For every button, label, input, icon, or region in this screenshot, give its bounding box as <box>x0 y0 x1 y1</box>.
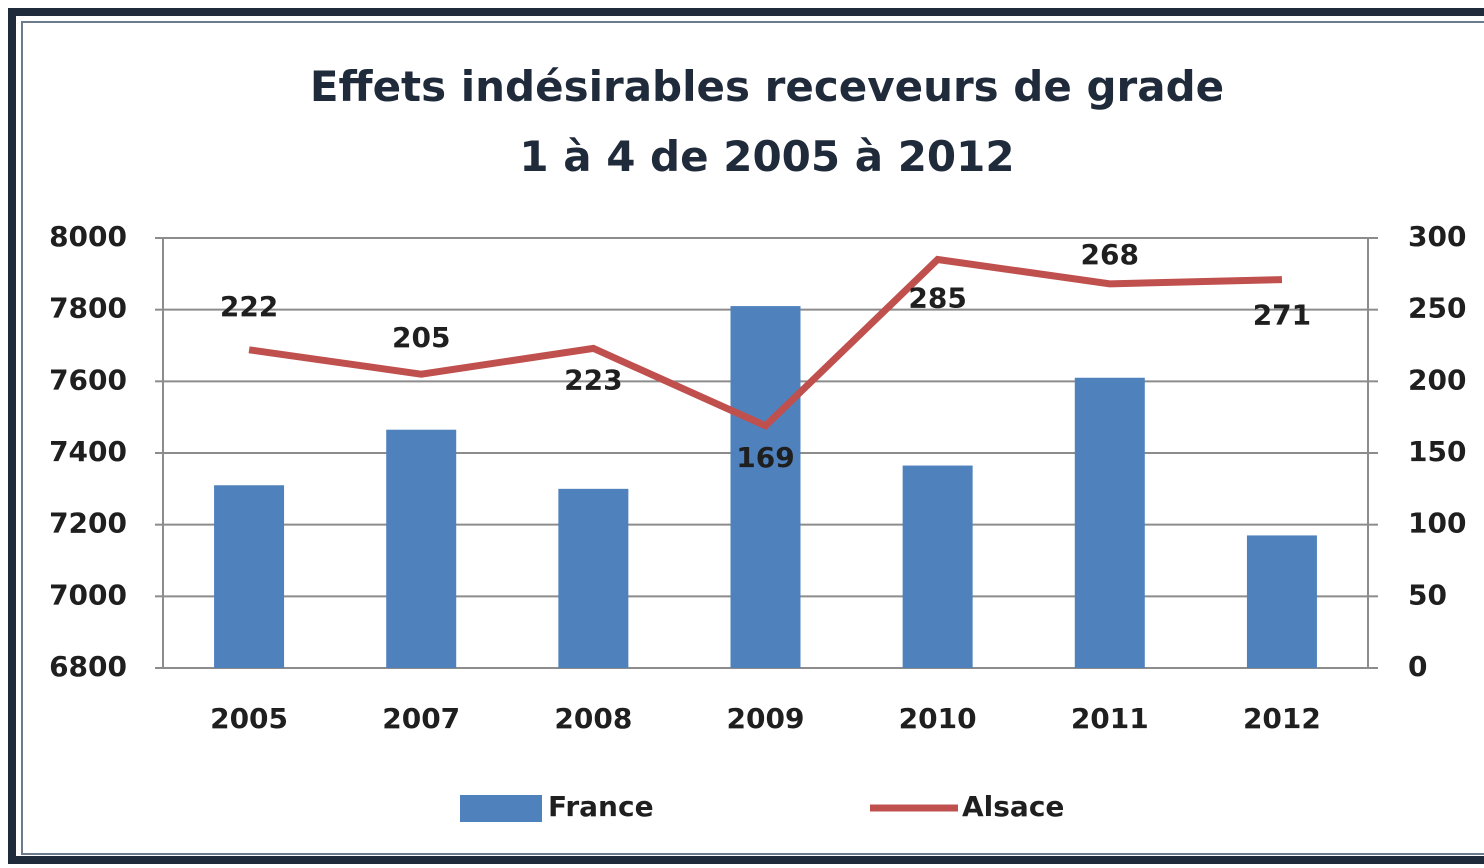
bar <box>386 429 457 668</box>
y-tick-label: 7400 <box>49 435 127 468</box>
data-label: 271 <box>1253 299 1311 332</box>
line <box>248 255 1283 430</box>
data-label: 169 <box>736 441 794 474</box>
bar <box>558 488 629 668</box>
y-tick-label: 6800 <box>49 650 127 683</box>
data-label: 205 <box>392 321 450 354</box>
legend-label: France <box>548 790 654 823</box>
data-label: 223 <box>564 363 622 396</box>
y-tick-label: 7200 <box>49 507 127 540</box>
y2-tick-label: 100 <box>1408 507 1466 540</box>
bar <box>1074 377 1145 668</box>
bar <box>730 306 801 668</box>
legend-label: Alsace <box>962 790 1064 823</box>
y2-tick-label: 250 <box>1408 292 1466 325</box>
x-tick-label: 2012 <box>1243 702 1321 735</box>
y2-tick-label: 0 <box>1408 650 1427 683</box>
data-label: 268 <box>1081 238 1139 271</box>
data-label: 222 <box>220 290 278 323</box>
x-tick-label: 2010 <box>899 702 977 735</box>
y2-tick-label: 300 <box>1408 220 1466 253</box>
bar <box>214 485 285 668</box>
y2-tick-label: 200 <box>1408 363 1466 396</box>
x-tick-label: 2005 <box>210 702 288 735</box>
x-tick-label: 2008 <box>554 702 632 735</box>
chart-title: Effets indésirables receveurs de grade 1… <box>309 62 1225 181</box>
y-tick-label: 7600 <box>49 363 127 396</box>
bar <box>1246 535 1317 668</box>
x-tick-label: 2007 <box>382 702 460 735</box>
y-tick-label: 8000 <box>49 220 127 253</box>
y2-tick-label: 150 <box>1408 435 1466 468</box>
bar <box>902 465 973 668</box>
y-tick-label: 7800 <box>49 292 127 325</box>
legend-key <box>460 795 542 822</box>
chart-inner-frame <box>21 21 1484 855</box>
x-tick-label: 2011 <box>1071 702 1149 735</box>
y-tick-label: 7000 <box>49 578 127 611</box>
y2-tick-label: 50 <box>1408 578 1447 611</box>
x-tick-label: 2009 <box>727 702 805 735</box>
data-label: 285 <box>908 282 966 315</box>
